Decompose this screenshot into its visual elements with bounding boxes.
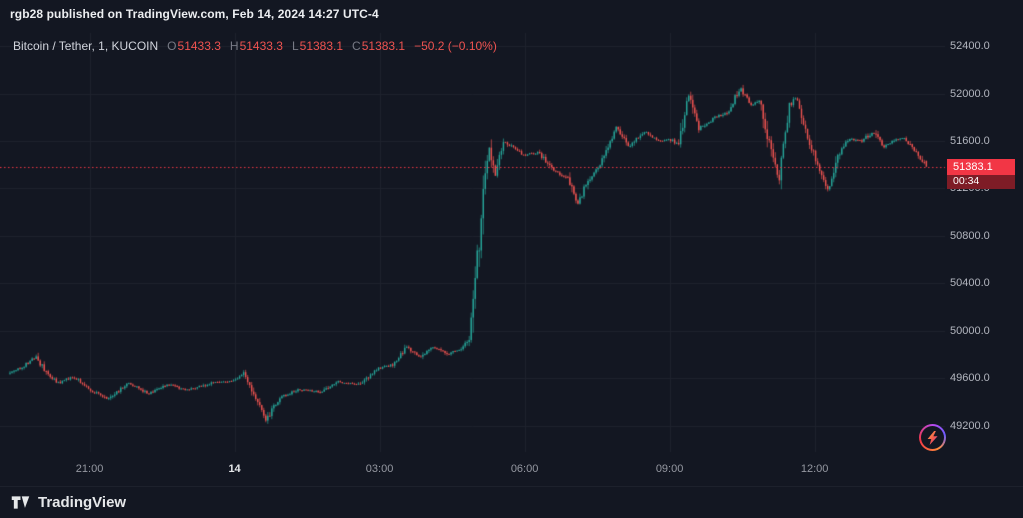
time-axis[interactable]: 21:00 14 03:00 06:00 09:00 12:00 [0,455,1023,485]
tradingview-logo-icon[interactable] [10,492,31,513]
bar-countdown: 00:34 [947,174,1015,189]
last-price-badge: 51383.1 00:34 [947,158,1015,189]
lightning-bolt-icon [927,430,938,445]
time-tick: 14 [228,463,241,475]
attribution-text: rgb28 published on TradingView.com, Feb … [10,7,379,21]
price-tick: 50400.0 [950,277,990,290]
time-tick: 03:00 [365,463,394,475]
price-tick: 49200.0 [950,419,990,432]
price-tick: 52400.0 [950,40,990,53]
flash-button[interactable] [919,424,946,451]
tradingview-wordmark[interactable]: TradingView [38,494,127,511]
price-tick: 51600.0 [950,134,990,147]
change-value: −50.2 (−0.10%) [414,39,497,53]
price-tick: 49600.0 [950,372,990,385]
last-price-label: 51383.1 [947,158,1015,175]
ohlc-close: C 51383.1 [352,39,406,53]
footer-bar: TradingView [0,486,1023,518]
time-tick: 12:00 [800,463,829,475]
price-tick: 50800.0 [950,229,990,242]
ohlc-high: H 51433.3 [229,39,283,53]
price-tick: 52000.0 [950,87,990,100]
time-tick: 21:00 [75,463,104,475]
price-axis[interactable]: 52400.052000.051600.051200.050800.050400… [945,0,1023,458]
symbol-title[interactable]: Bitcoin / Tether, 1, KUCOIN [13,39,159,53]
price-tick: 50000.0 [950,324,990,337]
ohlc-low: L 51383.1 [291,39,344,53]
time-tick: 06:00 [510,463,539,475]
chart-legend: Bitcoin / Tether, 1, KUCOIN O 51433.3 H 51… [13,39,497,53]
time-tick: 09:00 [655,463,684,475]
ohlc-open: O 51433.3 [167,39,221,53]
